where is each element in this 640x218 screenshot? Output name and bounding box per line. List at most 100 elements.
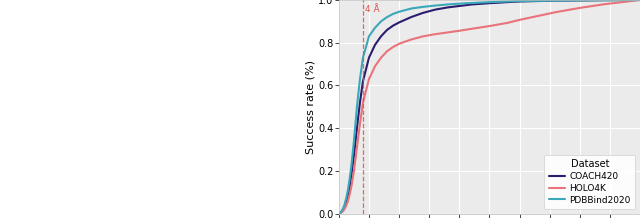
PDBBind2020	[431, 4, 439, 7]
HOLO4K	[534, 15, 541, 17]
PDBBind2020	[576, 0, 584, 2]
COACH420	[353, 127, 361, 129]
PDBBind2020	[383, 16, 391, 18]
PDBBind2020	[636, 0, 640, 1]
PDBBind2020	[348, 163, 355, 166]
HOLO4K	[342, 205, 350, 207]
COACH420	[468, 3, 476, 6]
HOLO4K	[344, 200, 352, 203]
COACH420	[371, 44, 379, 46]
HOLO4K	[431, 33, 439, 36]
PDBBind2020	[340, 204, 348, 207]
PDBBind2020	[342, 197, 350, 200]
PDBBind2020	[389, 13, 397, 15]
Y-axis label: Success rate (%): Success rate (%)	[305, 60, 315, 154]
COACH420	[419, 12, 427, 14]
COACH420	[342, 201, 350, 203]
PDBBind2020	[456, 2, 463, 5]
HOLO4K	[339, 210, 346, 213]
HOLO4K	[340, 208, 348, 211]
HOLO4K	[444, 31, 451, 34]
PDBBind2020	[396, 10, 403, 13]
HOLO4K	[346, 193, 353, 196]
COACH420	[389, 24, 397, 27]
PDBBind2020	[350, 140, 358, 142]
PDBBind2020	[365, 35, 373, 38]
PDBBind2020	[337, 211, 344, 214]
COACH420	[356, 101, 364, 104]
HOLO4K	[383, 50, 391, 53]
COACH420	[339, 209, 346, 212]
COACH420	[600, 0, 608, 2]
PDBBind2020	[504, 0, 511, 3]
PDBBind2020	[468, 2, 476, 4]
COACH420	[407, 16, 415, 18]
COACH420	[383, 29, 391, 31]
PDBBind2020	[339, 208, 346, 211]
COACH420	[335, 212, 342, 215]
PDBBind2020	[552, 0, 559, 2]
HOLO4K	[356, 123, 364, 125]
COACH420	[552, 0, 559, 2]
PDBBind2020	[344, 189, 352, 191]
COACH420	[504, 1, 511, 3]
COACH420	[486, 2, 493, 5]
HOLO4K	[468, 27, 476, 30]
COACH420	[456, 5, 463, 7]
HOLO4K	[359, 101, 367, 104]
COACH420	[359, 80, 367, 82]
HOLO4K	[396, 43, 403, 45]
PDBBind2020	[444, 3, 451, 6]
HOLO4K	[419, 35, 427, 38]
COACH420	[337, 211, 344, 214]
COACH420	[348, 173, 355, 175]
Text: 4 Å: 4 Å	[365, 5, 380, 14]
PDBBind2020	[516, 0, 524, 2]
HOLO4K	[407, 38, 415, 41]
COACH420	[516, 0, 524, 3]
COACH420	[576, 0, 584, 2]
COACH420	[636, 0, 640, 1]
COACH420	[350, 155, 358, 157]
COACH420	[377, 35, 385, 38]
HOLO4K	[371, 65, 379, 68]
COACH420	[396, 21, 403, 24]
PDBBind2020	[407, 7, 415, 10]
HOLO4K	[377, 56, 385, 59]
PDBBind2020	[600, 0, 608, 2]
PDBBind2020	[486, 1, 493, 3]
COACH420	[340, 206, 348, 209]
COACH420	[444, 6, 451, 9]
HOLO4K	[516, 19, 524, 21]
Legend: COACH420, HOLO4K, PDBBind2020: COACH420, HOLO4K, PDBBind2020	[544, 155, 636, 209]
PDBBind2020	[534, 0, 541, 2]
HOLO4K	[456, 29, 463, 32]
HOLO4K	[576, 7, 584, 9]
HOLO4K	[348, 185, 355, 187]
COACH420	[534, 0, 541, 2]
HOLO4K	[350, 170, 358, 172]
COACH420	[344, 194, 352, 197]
PDBBind2020	[359, 56, 367, 59]
Line: HOLO4K: HOLO4K	[339, 0, 640, 214]
HOLO4K	[337, 212, 344, 214]
COACH420	[346, 185, 353, 187]
HOLO4K	[486, 25, 493, 27]
PDBBind2020	[335, 212, 342, 215]
COACH420	[431, 8, 439, 11]
PDBBind2020	[346, 177, 353, 180]
PDBBind2020	[356, 78, 364, 80]
PDBBind2020	[377, 20, 385, 23]
Line: COACH420: COACH420	[339, 0, 640, 214]
PDBBind2020	[353, 106, 361, 108]
COACH420	[365, 56, 373, 59]
Line: PDBBind2020: PDBBind2020	[339, 0, 640, 214]
HOLO4K	[636, 0, 640, 1]
PDBBind2020	[419, 5, 427, 8]
PDBBind2020	[371, 26, 379, 29]
HOLO4K	[353, 146, 361, 149]
HOLO4K	[335, 212, 342, 215]
HOLO4K	[389, 46, 397, 48]
HOLO4K	[365, 78, 373, 80]
HOLO4K	[552, 11, 559, 14]
